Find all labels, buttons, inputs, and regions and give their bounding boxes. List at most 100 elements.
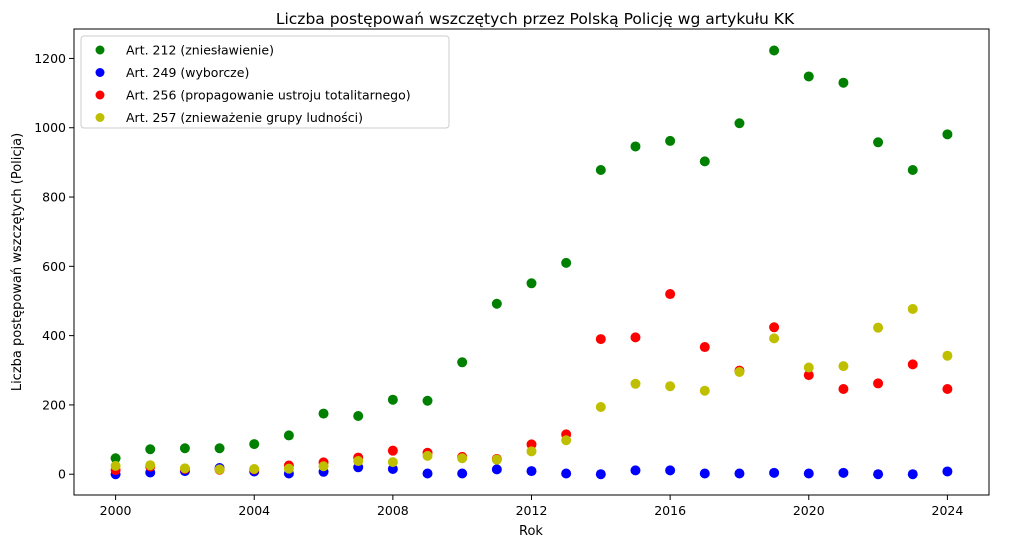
data-point (907, 303, 918, 314)
y-tick-label: 400 (42, 328, 66, 343)
legend-label: Art. 256 (propagowanie ustroju totalitar… (126, 88, 411, 103)
legend-label: Art. 249 (wyborcze) (126, 65, 249, 80)
data-point (595, 165, 606, 176)
y-tick-label: 600 (42, 259, 66, 274)
x-tick-label: 2000 (100, 503, 132, 518)
data-point (699, 156, 710, 167)
x-tick-label: 2012 (516, 503, 548, 518)
series-1 (110, 45, 953, 464)
data-point (249, 464, 260, 475)
data-point (387, 457, 398, 468)
x-tick-label: 2020 (793, 503, 825, 518)
data-point (665, 465, 676, 476)
data-point (353, 411, 364, 422)
x-tick-label: 2016 (654, 503, 686, 518)
data-point (769, 322, 780, 333)
y-tick-label: 1200 (34, 51, 66, 66)
data-point (526, 278, 537, 289)
legend-label: Art. 212 (zniesławienie) (126, 43, 274, 58)
data-point (942, 350, 953, 361)
data-point (457, 357, 468, 368)
legend-marker (95, 45, 105, 55)
data-point (110, 453, 121, 464)
data-point (595, 334, 606, 345)
data-point (769, 333, 780, 344)
data-point (630, 465, 641, 476)
legend-label: Art. 257 (znieważenie grupy ludności) (126, 110, 363, 125)
data-point (457, 453, 468, 464)
data-point (145, 460, 156, 471)
data-point (491, 298, 502, 309)
data-point (838, 77, 849, 88)
x-tick-label: 2024 (932, 503, 964, 518)
data-point (734, 367, 745, 378)
data-point (769, 45, 780, 56)
data-point (526, 466, 537, 477)
data-point (734, 468, 745, 479)
legend-marker (95, 68, 105, 77)
data-point (907, 469, 918, 480)
data-point (907, 359, 918, 370)
data-point (630, 141, 641, 152)
data-point (422, 395, 433, 406)
data-point (630, 378, 641, 389)
axis-ticks: 2000 2004 2008 2012 2016 2020 2024 0 200 400 600 80… (34, 51, 963, 518)
data-point (249, 439, 260, 450)
y-tick-label: 0 (58, 467, 66, 482)
y-axis-label: Liczba postępowań wszczętych (Policja) (10, 133, 25, 391)
x-axis-label: Rok (519, 524, 543, 539)
data-point (838, 383, 849, 394)
data-point (873, 322, 884, 333)
data-point (179, 463, 190, 474)
data-point (353, 456, 364, 467)
data-point (145, 444, 156, 455)
data-point (769, 467, 780, 478)
data-point (595, 469, 606, 480)
data-point (283, 463, 294, 474)
data-point (942, 129, 953, 140)
data-points (110, 45, 953, 480)
series-4 (110, 303, 953, 475)
data-point (422, 468, 433, 479)
data-point (526, 446, 537, 457)
y-tick-label: 800 (42, 190, 66, 205)
data-point (387, 394, 398, 405)
data-point (179, 443, 190, 454)
data-point (318, 461, 329, 472)
data-point (630, 332, 641, 343)
legend-marker (95, 113, 105, 122)
data-point (699, 342, 710, 353)
data-point (942, 466, 953, 477)
data-point (422, 450, 433, 461)
data-point (699, 468, 710, 479)
x-tick-label: 2008 (377, 503, 409, 518)
data-point (561, 435, 572, 446)
data-point (803, 468, 814, 479)
data-point (838, 361, 849, 372)
data-point (561, 468, 572, 479)
y-tick-label: 1000 (34, 120, 66, 135)
y-tick-label: 200 (42, 397, 66, 412)
data-point (387, 464, 398, 475)
data-point (942, 383, 953, 394)
chart-title: Liczba postępowań wszczętych przez Polsk… (276, 10, 795, 28)
legend-marker (95, 90, 105, 100)
data-point (214, 464, 225, 475)
data-point (387, 445, 398, 456)
data-point (561, 257, 572, 268)
legend-box (80, 35, 450, 129)
data-point (214, 443, 225, 454)
data-point (838, 467, 849, 478)
data-point (318, 408, 329, 419)
data-point (873, 378, 884, 389)
data-point (803, 71, 814, 82)
data-point (873, 469, 884, 480)
data-point (110, 460, 121, 471)
x-tick-label: 2004 (238, 503, 270, 518)
data-point (283, 430, 294, 441)
data-point (665, 135, 676, 146)
data-point (491, 454, 502, 465)
data-point (457, 468, 468, 479)
series-2 (110, 462, 953, 480)
